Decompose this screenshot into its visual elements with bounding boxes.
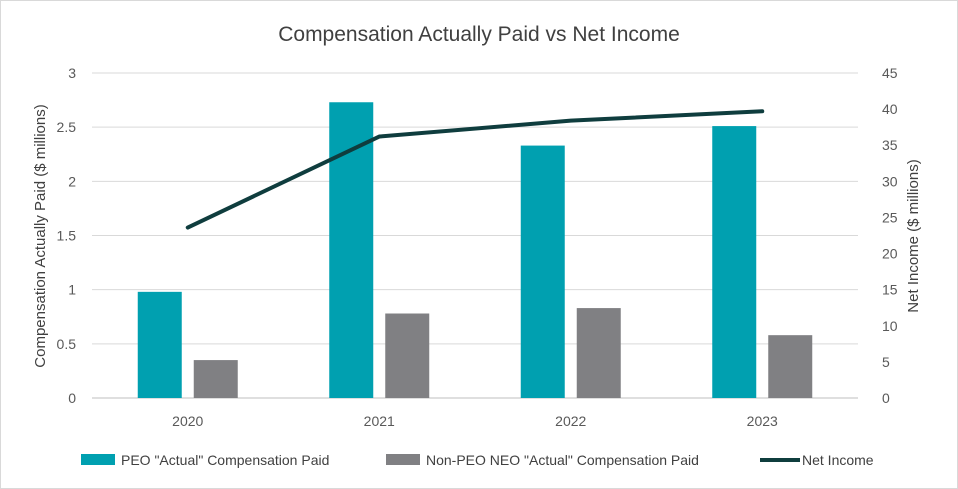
y-tick-label-right: 35 [882, 137, 898, 153]
y-tick-label-right: 10 [882, 318, 898, 334]
chart-title: Compensation Actually Paid vs Net Income [278, 23, 680, 46]
net-income-line [185, 109, 765, 230]
y-tick-label-right: 30 [882, 173, 898, 189]
net-income-line-group [185, 109, 765, 230]
left-axis-ticks: 0 0.5 1 1.5 2 2.5 3 [57, 65, 77, 406]
y-tick-label-left: 0.5 [57, 336, 77, 352]
legend-swatch [81, 454, 115, 465]
bar-non-peo-neo [193, 360, 238, 398]
bar-non-peo-neo [385, 313, 430, 398]
bar-peo [712, 126, 757, 398]
legend-label: Net Income [802, 452, 874, 468]
legend-label: PEO "Actual" Compensation Paid [121, 452, 329, 468]
y-tick-label-right: 45 [882, 65, 898, 81]
y-tick-label-right: 15 [882, 282, 898, 298]
legend: PEO "Actual" Compensation Paid Non-PEO NE… [81, 452, 874, 468]
bar-peo [329, 102, 374, 398]
y-tick-label-left: 2 [68, 173, 76, 189]
x-tick-label: 2022 [555, 413, 586, 429]
bar-non-peo-neo [576, 308, 621, 398]
y-tick-label-left: 2.5 [57, 119, 77, 135]
y-tick-label-right: 20 [882, 246, 898, 262]
bar-non-peo-neo [768, 335, 813, 398]
legend-label: Non-PEO NEO "Actual" Compensation Paid [426, 452, 699, 468]
x-tick-label: 2021 [364, 413, 395, 429]
y-tick-label-right: 5 [882, 354, 890, 370]
y-axis-title-left: Compensation Actually Paid ($ millions) [32, 104, 49, 367]
x-axis-ticks: 2020 2021 2022 2023 [172, 413, 778, 429]
y-tick-label-right: 40 [882, 101, 898, 117]
x-tick-label: 2023 [747, 413, 778, 429]
y-tick-label-right: 25 [882, 209, 898, 225]
legend-swatch [386, 454, 420, 465]
y-tick-label-left: 3 [68, 65, 76, 81]
x-tick-label: 2020 [172, 413, 203, 429]
right-axis-ticks: 0 5 10 15 20 25 30 35 40 45 [882, 65, 898, 406]
y-tick-label-left: 1 [68, 282, 76, 298]
bars [137, 102, 813, 398]
bar-peo [137, 291, 182, 398]
y-axis-title-right: Net Income ($ millions) [905, 159, 922, 312]
y-tick-label-left: 1.5 [57, 228, 77, 244]
y-tick-label-left: 0 [68, 390, 76, 406]
y-tick-label-right: 0 [882, 390, 890, 406]
bar-peo [520, 145, 565, 398]
